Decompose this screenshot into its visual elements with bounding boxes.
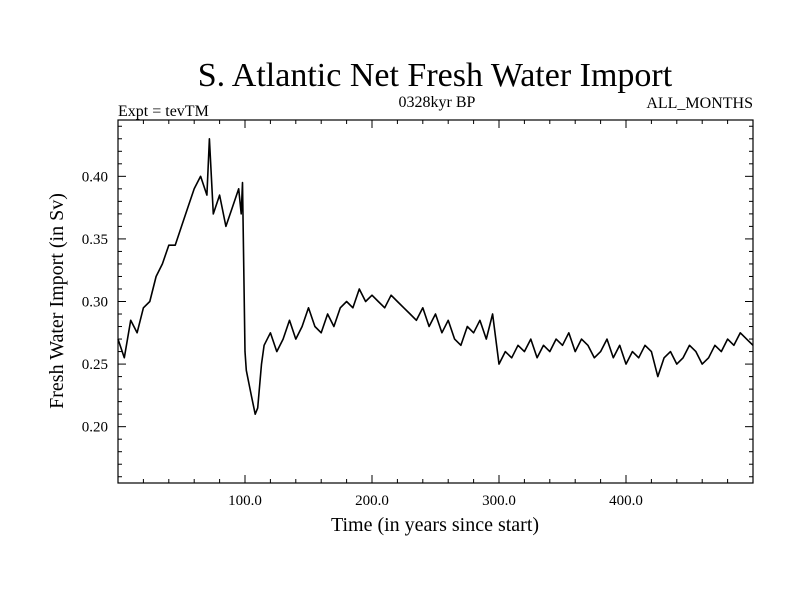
- x-axis-ticks: 100.0 200.0 300.0 400.0: [142, 120, 729, 509]
- x-tick-label: 200.0: [355, 493, 389, 509]
- x-tick-label: 100.0: [228, 493, 262, 509]
- y-tick-label: 0.25: [82, 357, 108, 373]
- y-axis-ticks: 0.20 0.25 0.30 0.35 0.40: [82, 125, 753, 478]
- chart-title: S. Atlantic Net Fresh Water Import: [198, 57, 673, 94]
- subtitle-right: ALL_MONTHS: [646, 95, 753, 112]
- y-tick-label: 0.40: [82, 169, 108, 185]
- subtitle-center: 0328kyr BP: [399, 94, 476, 111]
- series-line-0: [117, 138, 754, 416]
- x-axis-label: Time (in years since start): [331, 514, 539, 536]
- y-tick-label: 0.20: [82, 420, 108, 436]
- y-tick-label: 0.30: [82, 295, 108, 311]
- subtitle-left: Expt = tevTM: [118, 103, 209, 120]
- series-layer: [117, 138, 754, 416]
- x-tick-label: 400.0: [609, 493, 643, 509]
- y-axis-label: Fresh Water Import (in Sv): [46, 193, 68, 409]
- y-tick-label: 0.35: [82, 232, 108, 248]
- plot-frame: [117, 119, 754, 484]
- x-tick-label: 300.0: [482, 493, 516, 509]
